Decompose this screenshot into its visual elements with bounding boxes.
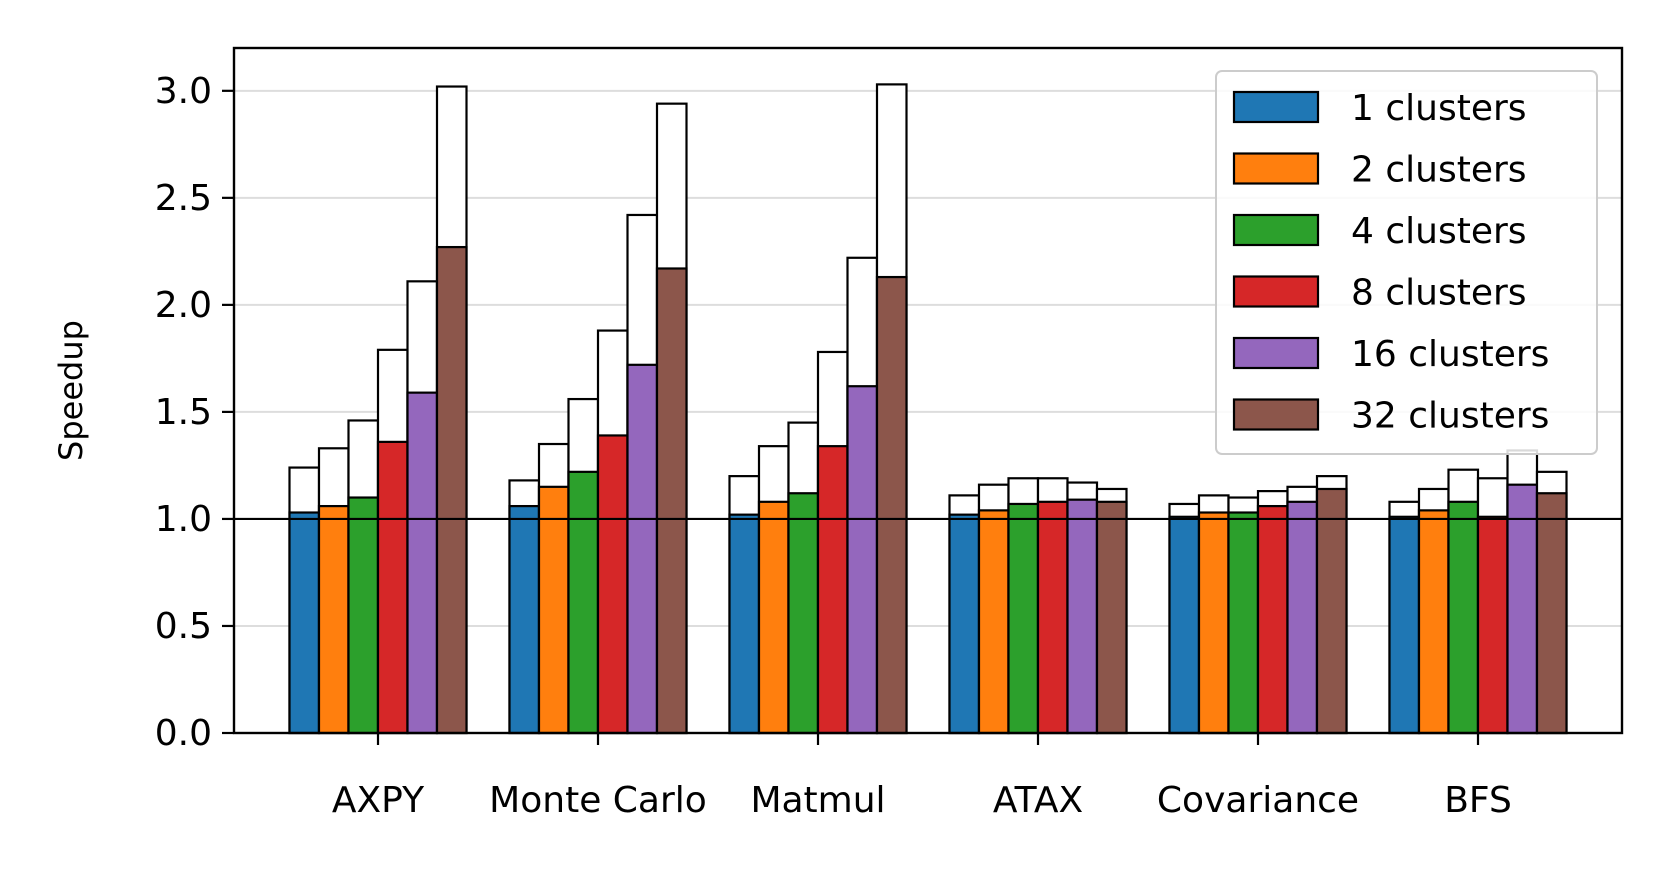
bar-Monte-Carlo-4-clusters (567, 470, 600, 735)
bar-ATAX-32-clusters (1095, 500, 1128, 735)
legend-swatch-16-clusters (1232, 336, 1320, 370)
y-tick-label-1.5: 1.5 (155, 392, 212, 433)
legend-label-32-clusters: 32 clusters (1351, 396, 1549, 437)
legend-label-16-clusters: 16 clusters (1351, 334, 1549, 375)
bar-AXPY-16-clusters (406, 391, 439, 735)
bar-Covariance-32-clusters (1315, 487, 1348, 735)
y-tick-label-0.5: 0.5 (155, 606, 212, 647)
bar-AXPY-2-clusters (317, 504, 350, 735)
bar-Covariance-1-clusters (1168, 515, 1201, 735)
bar-Monte-Carlo-1-clusters (508, 504, 541, 735)
axes-frame (232, 46, 1624, 735)
bar-Monte-Carlo-8-clusters (596, 434, 629, 735)
legend-swatch-8-clusters (1232, 275, 1320, 308)
y-tick-label-0.0: 0.0 (155, 713, 212, 754)
legend-label-8-clusters: 8 clusters (1351, 273, 1527, 314)
bar-ATAX-2-clusters (977, 509, 1010, 735)
bar-AXPY-4-clusters (347, 496, 380, 735)
bar-Matmul-32-clusters (875, 275, 908, 735)
bar-BFS-2-clusters (1417, 509, 1450, 735)
bar-Matmul-8-clusters (816, 445, 849, 735)
legend-swatch-4-clusters (1232, 213, 1320, 247)
bar-AXPY-32-clusters (435, 245, 468, 735)
bar-Monte-Carlo-32-clusters (655, 267, 688, 735)
bar-Matmul-2-clusters (757, 500, 790, 735)
y-tick-label-3.0: 3.0 (155, 71, 212, 112)
bar-Covariance-8-clusters (1256, 504, 1289, 735)
bar-AXPY-1-clusters (288, 511, 321, 735)
bar-BFS-32-clusters (1535, 492, 1568, 735)
bar-Monte-Carlo-2-clusters (537, 485, 570, 735)
y-tick-label-2.0: 2.0 (155, 285, 212, 326)
bar-BFS-16-clusters (1506, 483, 1539, 735)
x-tick-label-BFS: BFS (1444, 780, 1512, 821)
legend-swatch-32-clusters (1232, 398, 1320, 431)
x-tick-label-Monte-Carlo: Monte Carlo (489, 780, 707, 821)
y-axis-title: Speedup (52, 320, 90, 461)
bars (288, 83, 1568, 735)
bar-ATAX-8-clusters (1036, 500, 1069, 735)
legend-label-1-clusters: 1 clusters (1351, 88, 1527, 129)
bar-Monte-Carlo-16-clusters (626, 363, 659, 735)
legend-label-4-clusters: 4 clusters (1351, 211, 1527, 252)
x-tick-label-Matmul: Matmul (750, 780, 885, 821)
bar-ATAX-16-clusters (1066, 498, 1099, 735)
y-tick-label-1.0: 1.0 (155, 499, 212, 540)
x-tick-label-ATAX: ATAX (993, 780, 1083, 821)
legend-label-2-clusters: 2 clusters (1351, 150, 1527, 191)
series-16-clusters (406, 213, 1539, 735)
bar-Matmul-4-clusters (787, 492, 820, 735)
bar-BFS-8-clusters (1476, 515, 1509, 735)
legend-swatch-1-clusters (1232, 90, 1320, 124)
bar-Covariance-2-clusters (1197, 511, 1230, 735)
x-axis: AXPY Monte Carlo Matmul ATAX Covariance BFS (332, 733, 1512, 821)
bar-Matmul-16-clusters (846, 385, 879, 735)
bar-ATAX-1-clusters (948, 513, 981, 735)
legend: 1 clusters 2 clusters 4 clusters 8 clusters… (1215, 70, 1598, 455)
y-axis: 0.0 0.5 1.0 1.5 2.0 2.5 3.0 (155, 71, 234, 754)
series-8-clusters (376, 329, 1509, 735)
bar-AXPY-8-clusters (376, 440, 409, 735)
bar-BFS-4-clusters (1447, 500, 1480, 735)
bar-Matmul-1-clusters (728, 513, 761, 735)
bar-Covariance-4-clusters (1227, 511, 1260, 735)
bar-BFS-1-clusters (1388, 515, 1421, 735)
x-tick-label-Covariance: Covariance (1157, 780, 1359, 821)
bar-ATAX-4-clusters (1007, 502, 1040, 735)
x-tick-label-AXPY: AXPY (332, 780, 425, 821)
bar-Covariance-16-clusters (1286, 500, 1319, 735)
legend-swatch-2-clusters (1232, 152, 1320, 185)
y-tick-label-2.5: 2.5 (155, 178, 212, 219)
